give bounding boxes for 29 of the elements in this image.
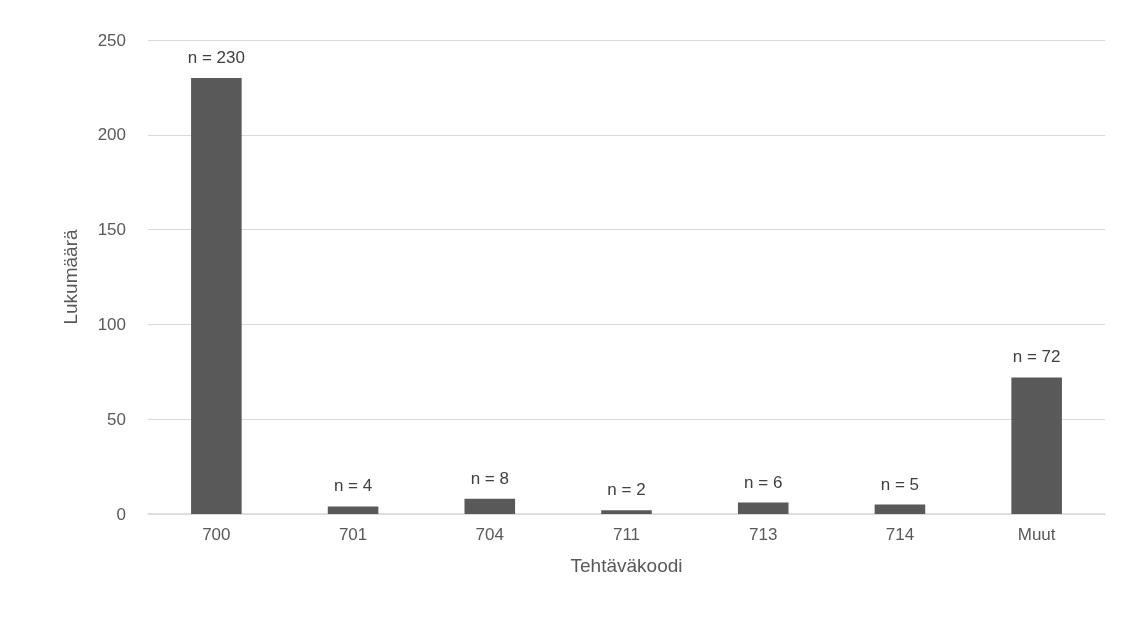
data-label: n = 8 bbox=[470, 468, 509, 488]
y-axis-title: Lukumäärä bbox=[60, 229, 81, 325]
y-tick-label: 200 bbox=[97, 125, 126, 145]
x-tick-label: 713 bbox=[749, 525, 778, 544]
bar bbox=[1011, 377, 1062, 514]
y-tick-label: 250 bbox=[97, 30, 126, 50]
y-tick-label: 100 bbox=[97, 314, 126, 334]
y-tick-label: 0 bbox=[116, 504, 126, 524]
data-label: n = 6 bbox=[744, 472, 783, 492]
data-label: n = 2 bbox=[607, 480, 646, 500]
y-tick-label: 50 bbox=[107, 409, 126, 429]
bar bbox=[327, 506, 379, 514]
x-tick-label: 700 bbox=[202, 525, 231, 544]
bar bbox=[191, 77, 242, 514]
data-label: n = 72 bbox=[1012, 347, 1061, 367]
x-tick-label: 714 bbox=[885, 525, 915, 544]
y-tick-label: 150 bbox=[97, 220, 126, 240]
bar bbox=[737, 502, 789, 514]
data-label: n = 4 bbox=[333, 476, 373, 496]
data-label: n = 230 bbox=[187, 47, 245, 67]
x-tick-label: Muut bbox=[1017, 525, 1056, 544]
x-tick-label: 711 bbox=[612, 525, 641, 544]
x-tick-label: 704 bbox=[475, 525, 504, 544]
x-axis-title: Tehtäväkoodi bbox=[570, 555, 683, 576]
x-tick-label: 701 bbox=[338, 525, 368, 544]
bar bbox=[464, 498, 516, 514]
data-label: n = 5 bbox=[880, 474, 920, 494]
bar bbox=[874, 504, 926, 514]
bar bbox=[601, 510, 652, 514]
